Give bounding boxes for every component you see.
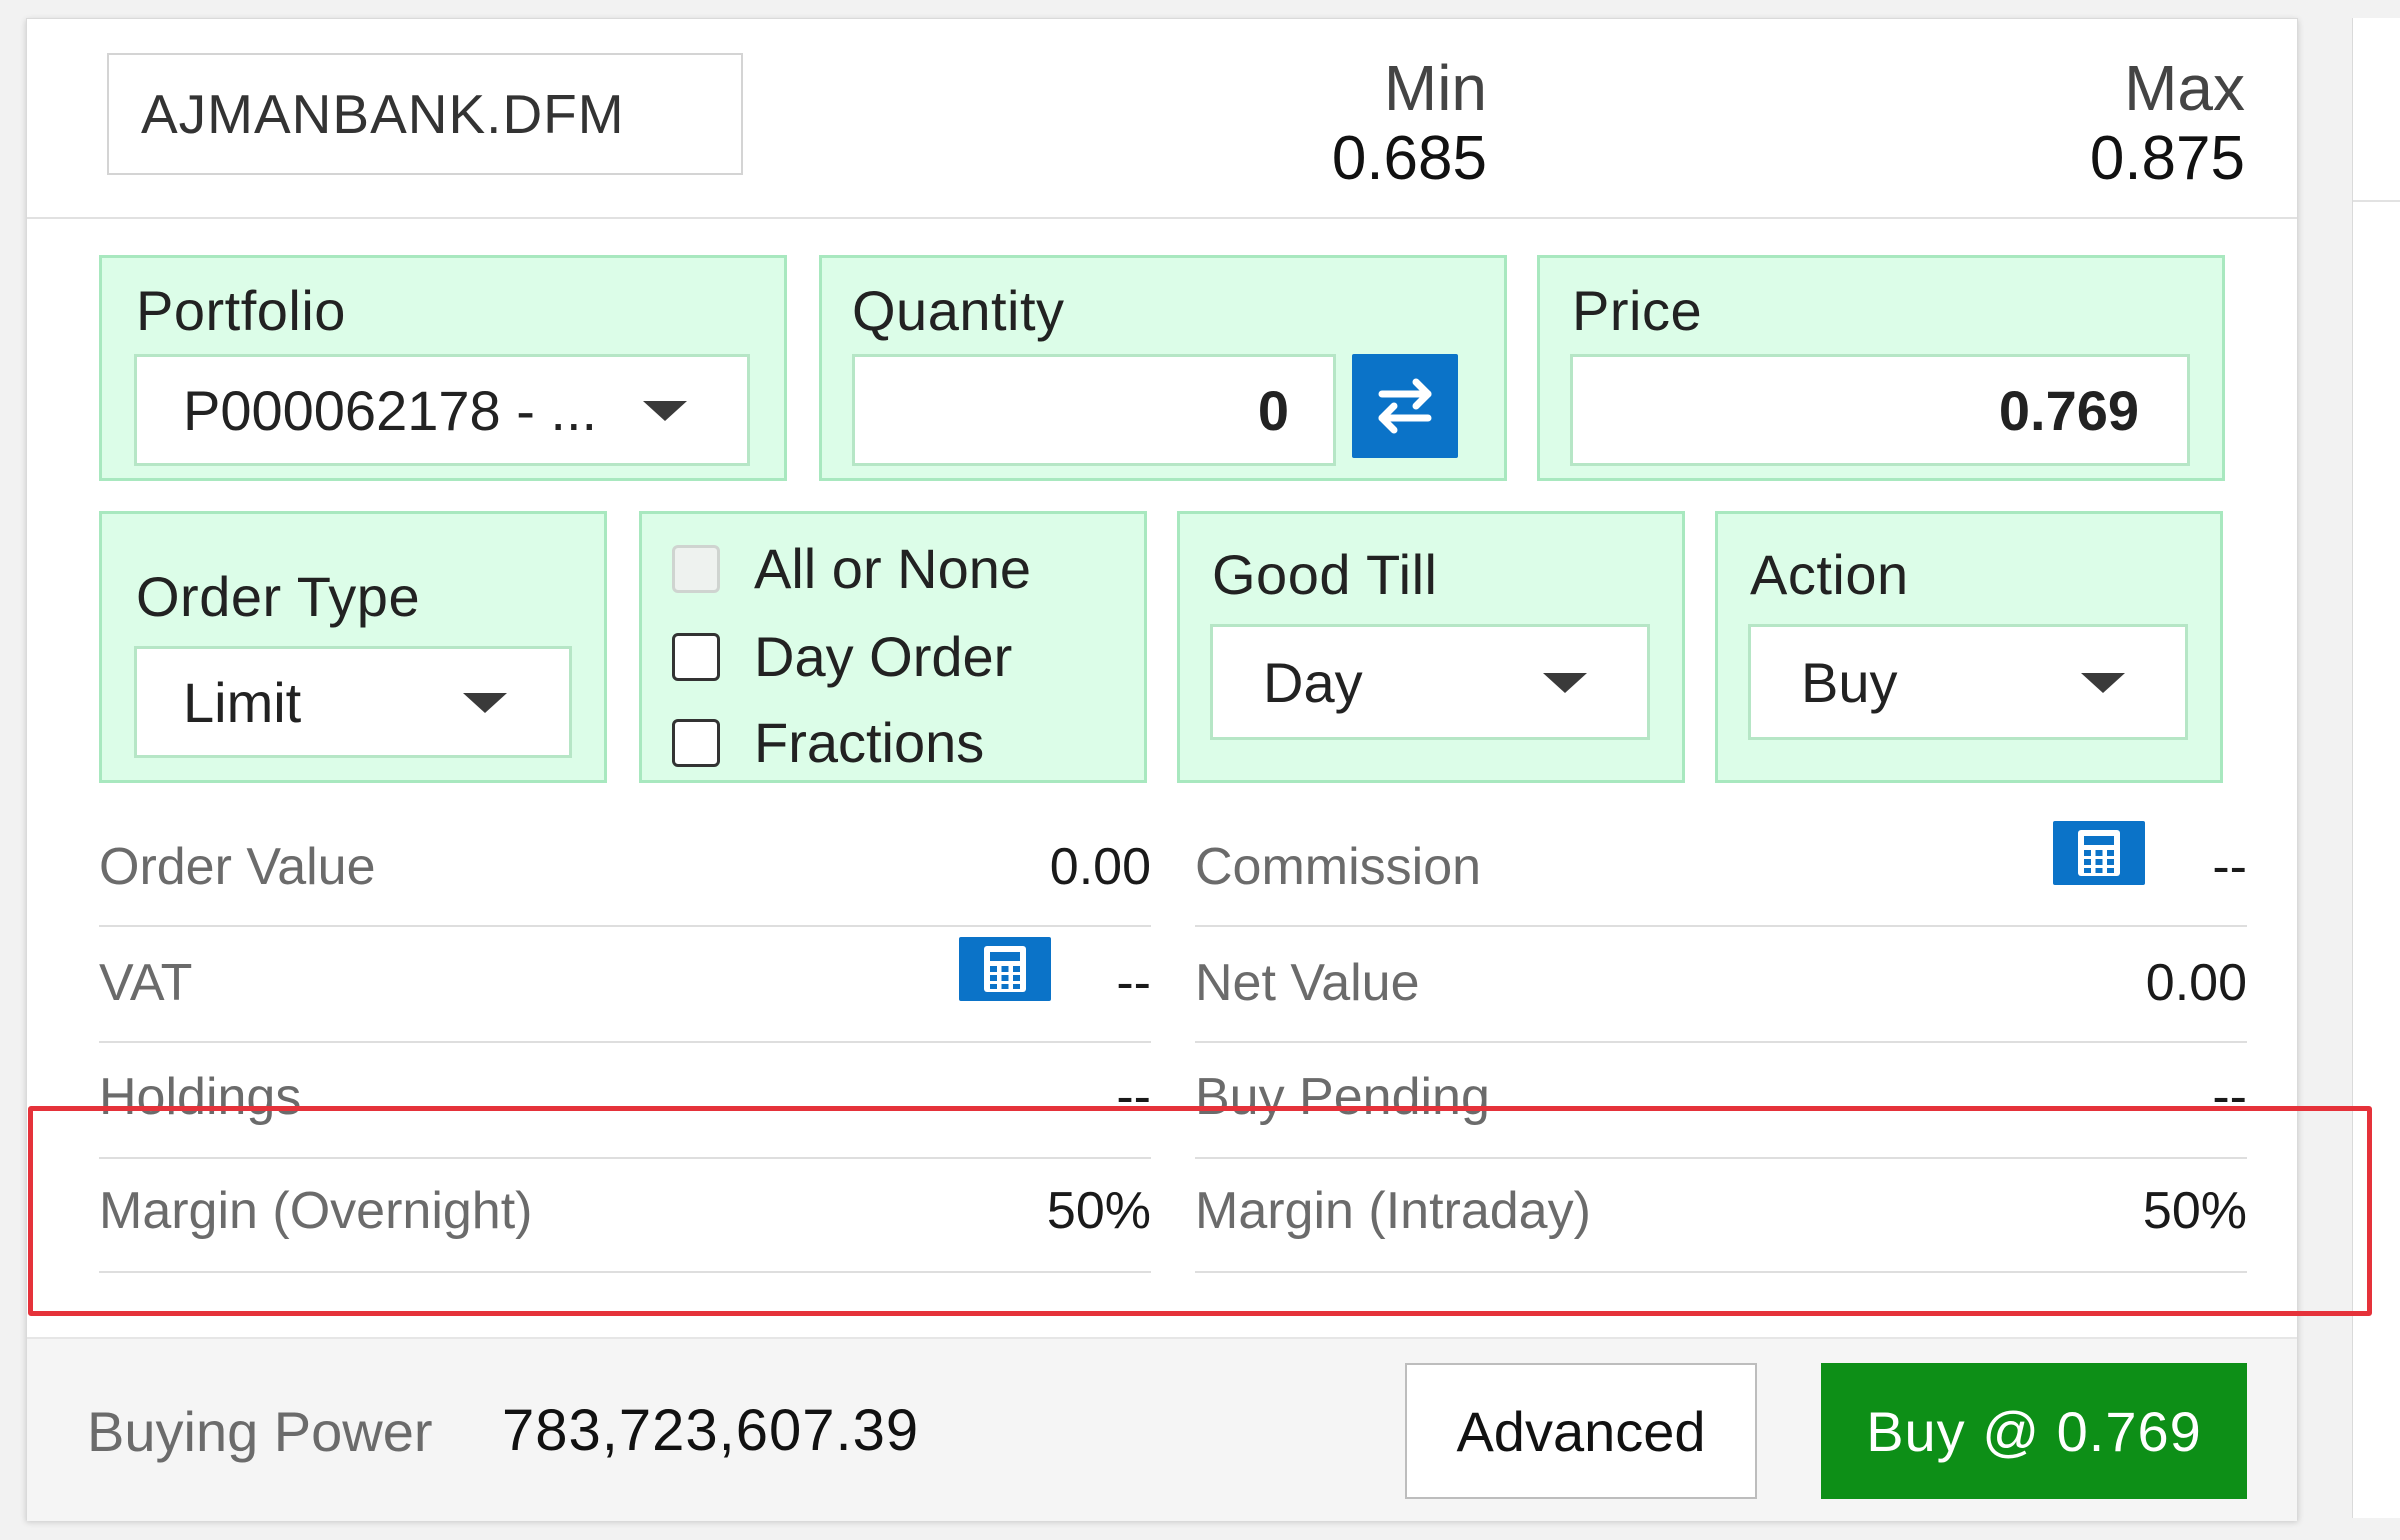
net-value: 0.00: [2145, 954, 2247, 1012]
row-divider: [1195, 1157, 2247, 1159]
chevron-down-icon: [2081, 673, 2125, 693]
margin-highlight-box: [28, 1106, 2372, 1316]
row-divider: [99, 1271, 1151, 1273]
row-divider: [99, 1041, 1151, 1043]
price-value: 0.769: [1998, 378, 2139, 442]
vat-label: VAT: [99, 954, 193, 1012]
margin-intraday-value: 50%: [2142, 1182, 2247, 1240]
all-or-none-label: All or None: [754, 537, 1032, 600]
portfolio-value: P000062178 - ...: [183, 378, 598, 442]
max-value: 0.875: [2089, 124, 2245, 193]
adjacent-panel-edge: [2352, 18, 2400, 1518]
order-options-group: All or None Day Order Fractions: [639, 511, 1147, 783]
holdings-value: --: [1116, 1068, 1151, 1126]
action-select[interactable]: Buy: [1748, 624, 2188, 740]
portfolio-group: Portfolio P000062178 - ...: [99, 255, 787, 481]
holdings-label: Holdings: [99, 1068, 302, 1126]
order-ticket-panel: AJMANBANK.DFM Min 0.685 Max 0.875 Portfo…: [26, 18, 2298, 1521]
vat-value: --: [1116, 954, 1151, 1012]
min-label: Min: [1383, 52, 1487, 124]
header-divider: [27, 217, 2297, 219]
good-till-value: Day: [1263, 650, 1363, 714]
action-group: Action Buy: [1715, 511, 2223, 783]
quantity-value: 0: [1257, 378, 1289, 442]
row-divider: [99, 1157, 1151, 1159]
row-divider: [1195, 925, 2247, 927]
row-divider: [99, 925, 1151, 927]
margin-overnight-value: 50%: [1046, 1182, 1151, 1240]
buy-pending-label: Buy Pending: [1195, 1068, 1490, 1126]
price-group: Price 0.769: [1537, 255, 2225, 481]
fractions-label: Fractions: [754, 711, 985, 774]
buy-pending-value: --: [2212, 1068, 2247, 1126]
fractions-checkbox[interactable]: [672, 718, 720, 767]
commission-label: Commission: [1195, 838, 1482, 896]
max-label: Max: [2124, 52, 2245, 124]
fractions-option[interactable]: Fractions: [672, 710, 984, 775]
chevron-down-icon: [1543, 673, 1587, 693]
quantity-input[interactable]: 0: [852, 354, 1336, 466]
order-value: 0.00: [1049, 838, 1151, 896]
quantity-label: Quantity: [852, 279, 1065, 342]
price-label: Price: [1572, 279, 1703, 342]
day-order-label: Day Order: [754, 625, 1013, 688]
symbol-input[interactable]: AJMANBANK.DFM: [107, 53, 743, 175]
swap-arrows-icon: [1378, 378, 1432, 434]
net-value-label: Net Value: [1195, 954, 1420, 1012]
vat-calculator-button[interactable]: [959, 937, 1051, 1001]
commission-calculator-button[interactable]: [2053, 821, 2145, 885]
margin-overnight-label: Margin (Overnight): [99, 1182, 533, 1240]
price-input[interactable]: 0.769: [1570, 354, 2190, 466]
row-divider: [1195, 1041, 2247, 1043]
buying-power-label: Buying Power: [87, 1400, 433, 1463]
order-footer: Buying Power 783,723,607.39 Advanced Buy…: [27, 1337, 2297, 1521]
order-type-value: Limit: [183, 670, 302, 734]
action-value: Buy: [1801, 650, 1898, 714]
order-type-select[interactable]: Limit: [134, 646, 572, 758]
min-value: 0.685: [1331, 124, 1487, 193]
action-label: Action: [1750, 543, 1909, 606]
good-till-select[interactable]: Day: [1210, 624, 1650, 740]
order-type-group: Order Type Limit: [99, 511, 607, 783]
margin-intraday-label: Margin (Intraday): [1195, 1182, 1591, 1240]
calculator-icon: [2078, 830, 2120, 876]
day-order-option[interactable]: Day Order: [672, 624, 1012, 689]
row-divider: [1195, 1271, 2247, 1273]
chevron-down-icon: [643, 401, 687, 421]
order-type-label: Order Type: [136, 565, 421, 628]
chevron-down-icon: [463, 693, 507, 713]
day-order-checkbox[interactable]: [672, 632, 720, 681]
commission-value: --: [2212, 838, 2247, 896]
all-or-none-option[interactable]: All or None: [672, 536, 1031, 601]
order-value-label: Order Value: [99, 838, 376, 896]
portfolio-select[interactable]: P000062178 - ...: [134, 354, 750, 466]
swap-button[interactable]: [1352, 354, 1458, 458]
good-till-label: Good Till: [1212, 543, 1438, 606]
calculator-icon: [984, 946, 1026, 992]
portfolio-label: Portfolio: [136, 279, 346, 342]
all-or-none-checkbox[interactable]: [672, 544, 720, 593]
quantity-group: Quantity 0: [819, 255, 1507, 481]
good-till-group: Good Till Day: [1177, 511, 1685, 783]
buying-power-value: 783,723,607.39: [502, 1398, 920, 1463]
advanced-button[interactable]: Advanced: [1405, 1363, 1757, 1499]
adjacent-panel-divider: [2353, 200, 2400, 202]
buy-button[interactable]: Buy @ 0.769: [1821, 1363, 2247, 1499]
